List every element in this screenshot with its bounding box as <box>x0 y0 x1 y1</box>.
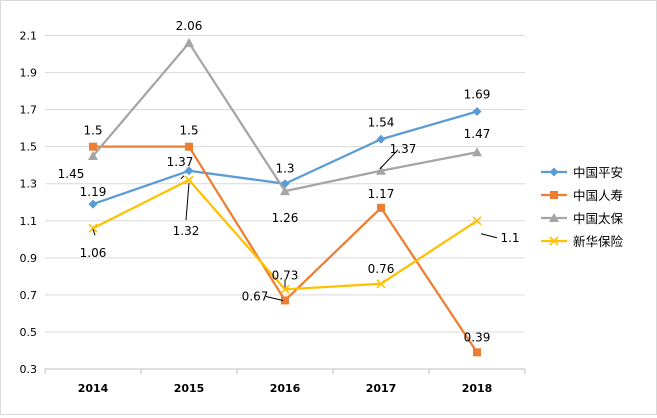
data-label: 1.45 <box>58 167 85 181</box>
marker-x <box>88 223 98 233</box>
marker-square <box>473 348 481 357</box>
marker-triangle <box>184 37 194 47</box>
gridlines <box>45 35 525 370</box>
data-label: 1.3 <box>275 162 294 176</box>
label-leader-lines <box>92 149 498 301</box>
y-tick-label: 1.9 <box>20 67 38 80</box>
marker-square <box>550 191 558 199</box>
data-label: 1.17 <box>368 187 395 201</box>
y-tick-label: 2.1 <box>20 30 38 43</box>
marker-x <box>280 284 290 294</box>
data-label: 1.47 <box>464 127 491 141</box>
marker-x <box>184 175 194 185</box>
series-1 <box>89 142 481 357</box>
legend-entry-2: 中国太保 <box>541 211 624 226</box>
data-label: 1.69 <box>464 87 491 101</box>
marker-triangle <box>376 165 386 175</box>
leader-line <box>379 149 399 170</box>
x-tick-label: 2017 <box>366 382 397 395</box>
marker-square <box>185 142 193 151</box>
y-tick-label: 0.7 <box>20 289 38 302</box>
data-label: 1.06 <box>80 246 107 260</box>
legend-entry-0: 中国平安 <box>541 165 623 180</box>
leader-line <box>92 229 96 236</box>
leader-line <box>180 175 185 180</box>
data-label: 1.37 <box>390 142 417 156</box>
legend-label: 中国太保 <box>573 211 624 226</box>
x-tick-label: 2015 <box>174 382 205 395</box>
marker-x <box>472 216 482 226</box>
marker-diamond <box>472 106 482 116</box>
data-label: 1.26 <box>272 211 299 225</box>
marker-diamond <box>549 167 559 177</box>
legend-entry-1: 中国人寿 <box>541 188 623 203</box>
data-label: 1.1 <box>500 231 519 245</box>
marker-triangle <box>472 147 482 157</box>
data-label: 1.32 <box>173 224 200 238</box>
data-label: 0.73 <box>272 268 299 282</box>
series-2 <box>88 37 482 196</box>
series-line <box>93 145 478 353</box>
leader-line <box>185 182 190 221</box>
data-label: 1.19 <box>80 185 107 199</box>
legend-label: 中国人寿 <box>573 188 623 203</box>
data-label: 0.39 <box>464 330 491 344</box>
marker-diamond <box>184 166 194 176</box>
marker-square <box>89 142 97 151</box>
data-label: 0.67 <box>242 289 269 303</box>
y-tick-label: 0.9 <box>20 252 38 265</box>
marker-diamond <box>88 199 98 209</box>
data-label: 1.5 <box>179 124 198 138</box>
marker-x <box>376 279 386 289</box>
marker-square <box>377 203 385 212</box>
series-lines <box>88 37 482 357</box>
marker-diamond <box>376 134 386 144</box>
data-label: 1.54 <box>368 115 395 129</box>
marker-x <box>549 236 559 246</box>
data-label: 2.06 <box>176 19 203 33</box>
y-tick-label: 1.1 <box>20 215 38 228</box>
marker-triangle <box>280 186 290 196</box>
legend-label: 新华保险 <box>573 234 624 249</box>
data-label: 0.76 <box>368 262 395 276</box>
y-tick-label: 1.7 <box>20 104 38 117</box>
y-tick-label: 0.5 <box>20 326 38 339</box>
data-labels: 1.19 1.37 1.3 1.54 1.69 1.5 1.5 0.67 1.17 0.39 1.4… <box>58 19 520 344</box>
y-tick-label: 1.3 <box>20 178 38 191</box>
x-tick-label: 2016 <box>270 382 301 395</box>
marker-square <box>281 296 289 305</box>
marker-triangle <box>88 150 98 160</box>
series-3 <box>88 175 482 294</box>
y-tick-label: 1.5 <box>20 141 38 154</box>
x-tick-label: 2018 <box>462 382 493 395</box>
leader-line <box>265 295 284 301</box>
y-tick-label: 0.3 <box>20 363 38 376</box>
data-label: 1.5 <box>83 124 102 138</box>
x-tick-label: 2014 <box>78 382 109 395</box>
data-label: 1.37 <box>167 155 194 169</box>
marker-triangle <box>549 213 559 222</box>
leader-line <box>480 233 498 239</box>
legend-label: 中国平安 <box>573 165 623 180</box>
legend-entry-3: 新华保险 <box>541 234 624 249</box>
axes: 0.3 0.5 0.7 0.9 1.1 1.3 1.5 1.7 1.9 2.1 2014 2015 20… <box>20 30 526 395</box>
